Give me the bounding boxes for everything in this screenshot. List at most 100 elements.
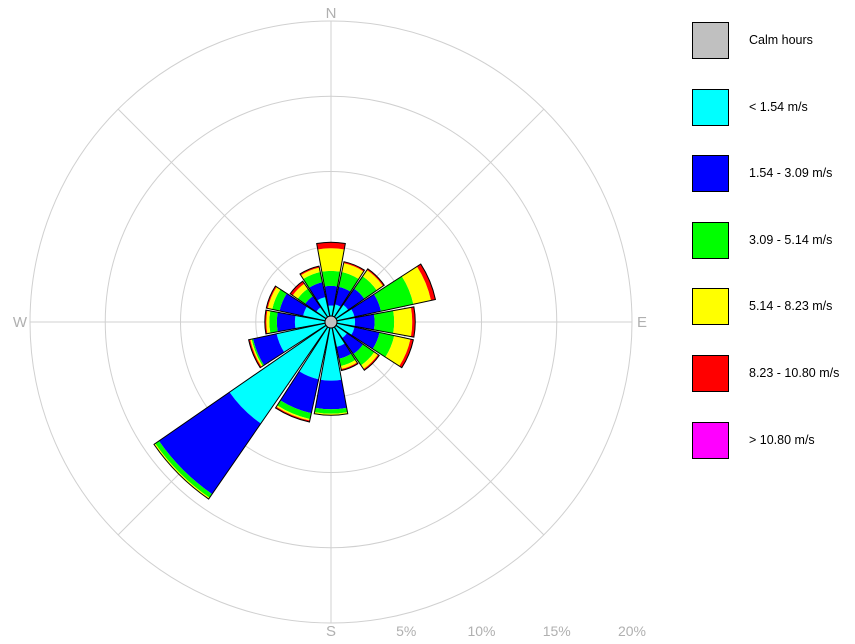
segment-NNW-bin-5	[299, 266, 320, 276]
ring-label-15: 15%	[543, 623, 571, 639]
legend-item-speed-3: 3.09 - 5.14 m/s	[692, 221, 852, 261]
segment-SE-bin-3	[353, 344, 375, 366]
segment-N-bin-5	[316, 242, 346, 250]
petal-N	[316, 241, 346, 317]
segment-WSW-bin-3	[251, 338, 265, 367]
segment-SSE-bin-5	[341, 362, 358, 371]
segment-NW-bin-1	[316, 307, 328, 319]
segment-NE-bin-2	[342, 288, 365, 311]
legend-swatch-speed-5	[692, 354, 729, 392]
segment-E-bin-3	[373, 310, 395, 334]
segment-WSW-bin-5	[248, 339, 262, 368]
segment-S-bin-3	[314, 407, 348, 414]
segment-SSW-bin-5	[275, 406, 310, 423]
legend-label: 5.14 - 8.23 m/s	[749, 299, 833, 314]
segment-S-bin-1	[320, 327, 342, 381]
petal-ESE	[335, 322, 414, 369]
segment-NW-bin-3	[297, 288, 314, 305]
segment-NNW-bin-4	[300, 267, 321, 280]
grid-spoke	[117, 108, 332, 323]
segment-WSW-bin-2	[253, 333, 285, 366]
segment-NNW-bin-3	[303, 271, 323, 288]
legend-label: > 10.80 m/s	[749, 432, 815, 447]
ring-label-10: 10%	[467, 623, 495, 639]
legend-swatch-speed-4	[692, 288, 729, 326]
cardinal-label-e: E	[637, 314, 647, 331]
segment-N-bin-4	[317, 248, 345, 272]
calm-circle	[324, 315, 338, 329]
segment-SSE-bin-2	[336, 343, 352, 359]
cardinal-label-w: W	[13, 314, 28, 331]
segment-WNW-bin-2	[279, 293, 307, 316]
legend-swatch-speed-1	[692, 88, 729, 126]
segment-SSE-bin-4	[340, 359, 358, 370]
petal-SW	[153, 324, 329, 500]
segment-N-bin-2	[324, 285, 338, 306]
segment-ESE-bin-5	[399, 339, 414, 368]
segment-E-bin-4	[393, 307, 413, 337]
petal-WNW	[265, 285, 327, 322]
segment-SW-bin-3	[155, 440, 213, 498]
cardinal-label-n: N	[326, 5, 337, 22]
segment-SSW-bin-2	[280, 371, 319, 414]
segment-ESE-bin-3	[372, 332, 395, 358]
segment-W-bin-4	[266, 310, 271, 334]
segment-NE-bin-1	[334, 304, 349, 319]
segment-ESE-bin-4	[385, 335, 411, 367]
segment-SSW-bin-1	[299, 327, 330, 380]
petal-NE	[333, 268, 385, 320]
segment-ENE-bin-5	[416, 264, 436, 301]
petal-E	[336, 306, 416, 338]
wind-rose-chart: N E S W 5% 10% 15% 20%	[13, 5, 647, 640]
legend-item-speed-4: 5.14 - 8.23 m/s	[692, 288, 852, 327]
legend-item-speed-6: > 10.80 m/s	[692, 421, 852, 461]
segment-ESE-bin-2	[351, 327, 380, 349]
petal-SSE	[331, 326, 359, 372]
legend-label: 3.09 - 5.14 m/s	[749, 232, 833, 247]
petal-NNE	[331, 261, 366, 318]
segment-NW-bin-4	[292, 283, 308, 299]
segment-E-bin-1	[336, 317, 356, 327]
legend: Calm hours < 1.54 m/s 1.54 - 3.09 m/s 3.…	[692, 22, 852, 488]
segment-ENE-bin-2	[351, 294, 382, 317]
segment-W-bin-3	[269, 310, 278, 334]
segment-WNW-bin-3	[272, 289, 287, 311]
segment-NW-bin-5	[290, 281, 305, 296]
legend-item-calm: Calm hours	[692, 22, 852, 61]
ring-label-5: 5%	[396, 623, 416, 639]
segment-S-bin-2	[315, 379, 347, 410]
axis-labels: N E S W 5% 10% 15% 20%	[13, 5, 647, 640]
ring-label-20: 20%	[618, 623, 646, 639]
petal-NW	[289, 280, 329, 320]
wind-rose-petals	[153, 241, 437, 500]
segment-NNE-bin-5	[343, 261, 365, 272]
legend-swatch-speed-2	[692, 155, 729, 193]
segment-WSW-bin-4	[250, 339, 263, 367]
segment-NW-bin-2	[305, 296, 321, 312]
petal-ENE	[335, 263, 437, 322]
segment-N-bin-3	[321, 270, 341, 287]
segment-NNW-bin-2	[308, 282, 326, 301]
legend-item-speed-2: 1.54 - 3.09 m/s	[692, 155, 852, 194]
segment-SSW-bin-3	[277, 400, 312, 420]
segment-SSW-bin-4	[276, 405, 311, 421]
segment-NE-bin-4	[362, 270, 383, 291]
segment-SSE-bin-3	[338, 353, 356, 367]
segment-SW-bin-2	[158, 392, 261, 495]
legend-swatch-calm	[692, 22, 729, 59]
segment-NE-bin-3	[354, 276, 377, 299]
legend-label: 1.54 - 3.09 m/s	[749, 166, 833, 181]
legend-label: Calm hours	[749, 33, 813, 47]
legend-item-speed-5: 8.23 - 10.80 m/s	[692, 354, 852, 394]
segment-NNE-bin-2	[334, 286, 351, 307]
legend-label: 8.23 - 10.80 m/s	[749, 365, 840, 380]
segment-SE-bin-5	[363, 354, 380, 371]
segment-SE-bin-1	[334, 325, 348, 339]
legend-swatch-speed-6	[692, 421, 729, 459]
segment-WNW-bin-4	[267, 286, 281, 310]
segment-E-bin-2	[354, 314, 375, 330]
segment-ENE-bin-3	[373, 276, 414, 312]
segment-WNW-bin-5	[266, 286, 277, 309]
segment-NE-bin-5	[366, 268, 385, 287]
segment-NNE-bin-4	[341, 263, 364, 280]
